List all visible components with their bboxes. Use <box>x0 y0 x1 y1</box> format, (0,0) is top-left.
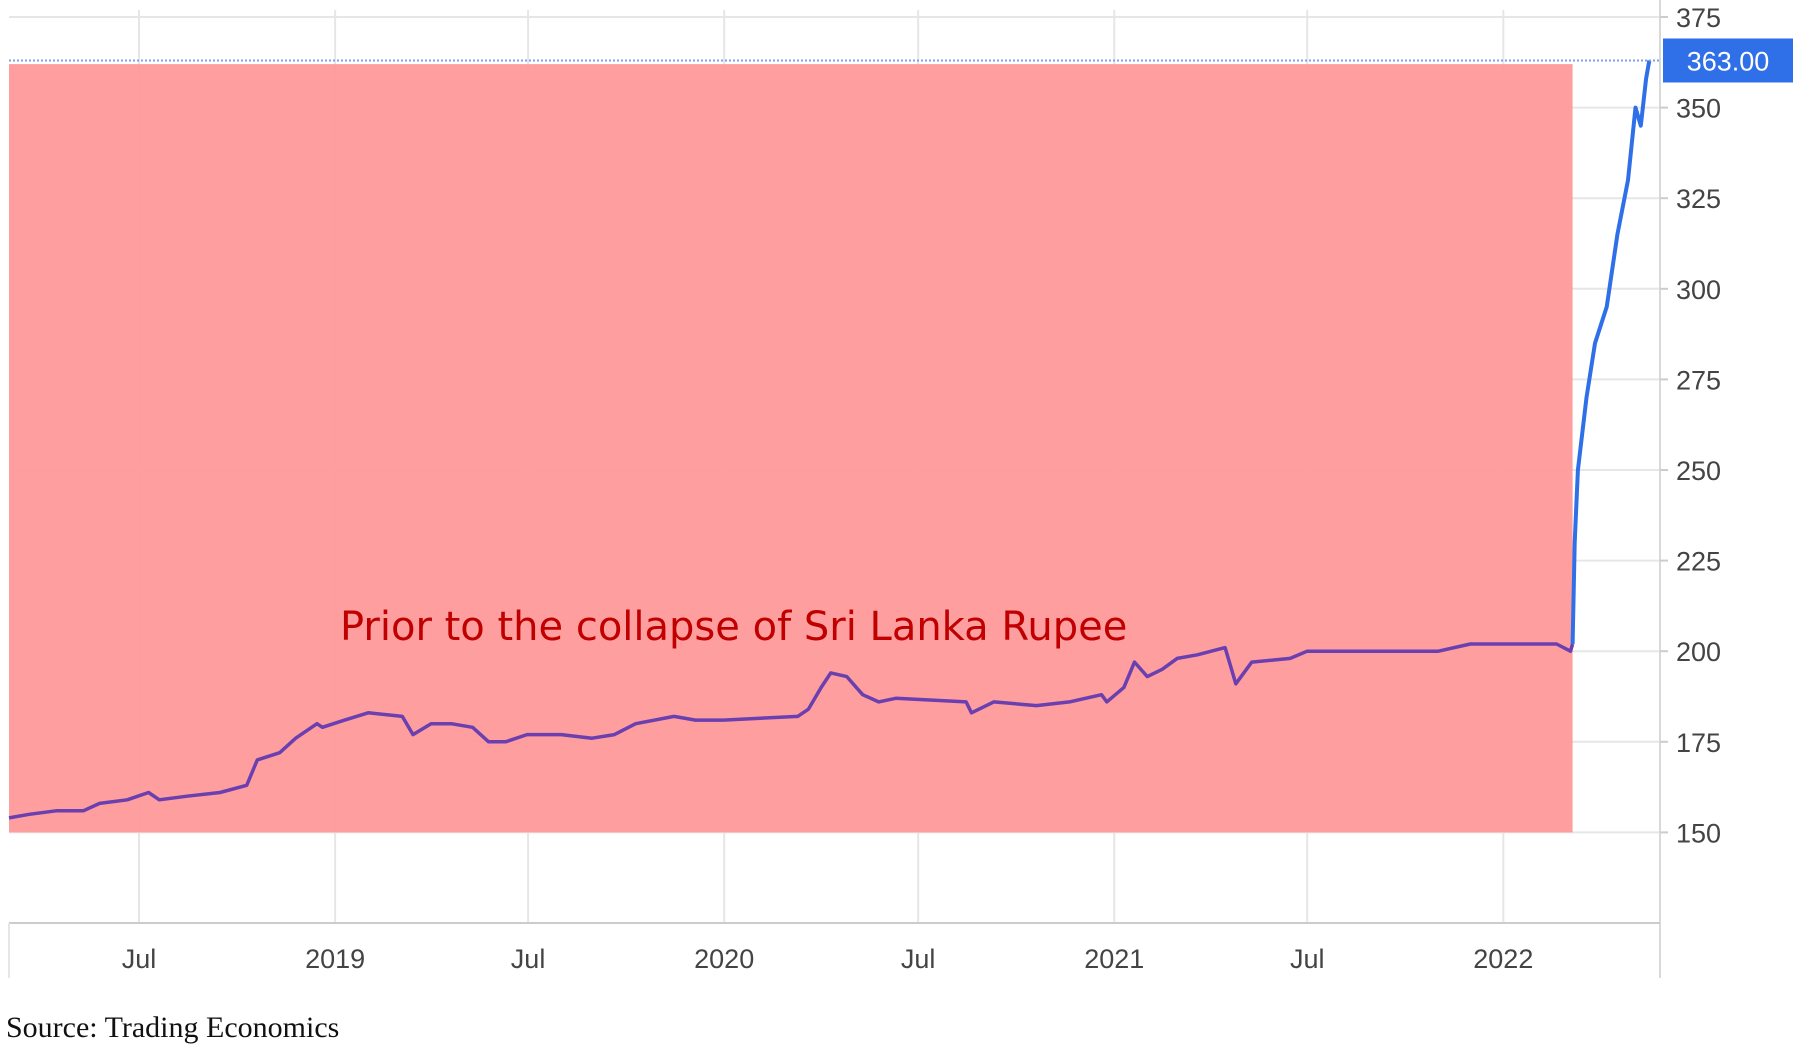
series-line <box>8 60 1652 820</box>
y-tick-label: 225 <box>1676 547 1721 577</box>
tick-labels: 150 175 200 225 250 275 300 325 350 375 Jul 2019 Jul… <box>122 3 1721 974</box>
y-tick-label: 350 <box>1676 94 1721 124</box>
x-tick-label: Jul <box>1290 944 1325 974</box>
x-tick-label: 2019 <box>305 944 365 974</box>
x-tick-label: 2020 <box>694 944 754 974</box>
series-segment-before <box>8 642 1575 820</box>
annotation-text: Prior to the collapse of Sri Lanka Rupee <box>340 604 1127 650</box>
sri-lanka-rupee-chart: 150 175 200 225 250 275 300 325 350 375 Jul 2019 Jul… <box>8 0 1793 978</box>
y-tick-label: 200 <box>1676 637 1721 667</box>
series-segment-after <box>1570 60 1652 645</box>
y-tick-label: 175 <box>1676 728 1721 758</box>
axes <box>8 0 1661 978</box>
y-tick-label: 150 <box>1676 818 1721 848</box>
x-tick-label: 2022 <box>1473 944 1533 974</box>
y-tick-label: 275 <box>1676 365 1721 395</box>
last-value-badge: 363.00 <box>1663 38 1793 83</box>
y-tick-label: 300 <box>1676 275 1721 305</box>
source-caption: Source: Trading Economics <box>6 1011 340 1044</box>
y-tick-label: 375 <box>1676 3 1721 33</box>
x-tick-label: Jul <box>901 944 936 974</box>
x-tick-label: Jul <box>511 944 546 974</box>
x-tick-label: 2021 <box>1084 944 1144 974</box>
y-tick-label: 250 <box>1676 456 1721 486</box>
last-value-badge-box <box>1663 38 1793 83</box>
y-tick-label: 325 <box>1676 184 1721 214</box>
highlight-region <box>9 64 1573 833</box>
last-value-label: 363.00 <box>1687 46 1770 76</box>
x-tick-label: Jul <box>122 944 157 974</box>
